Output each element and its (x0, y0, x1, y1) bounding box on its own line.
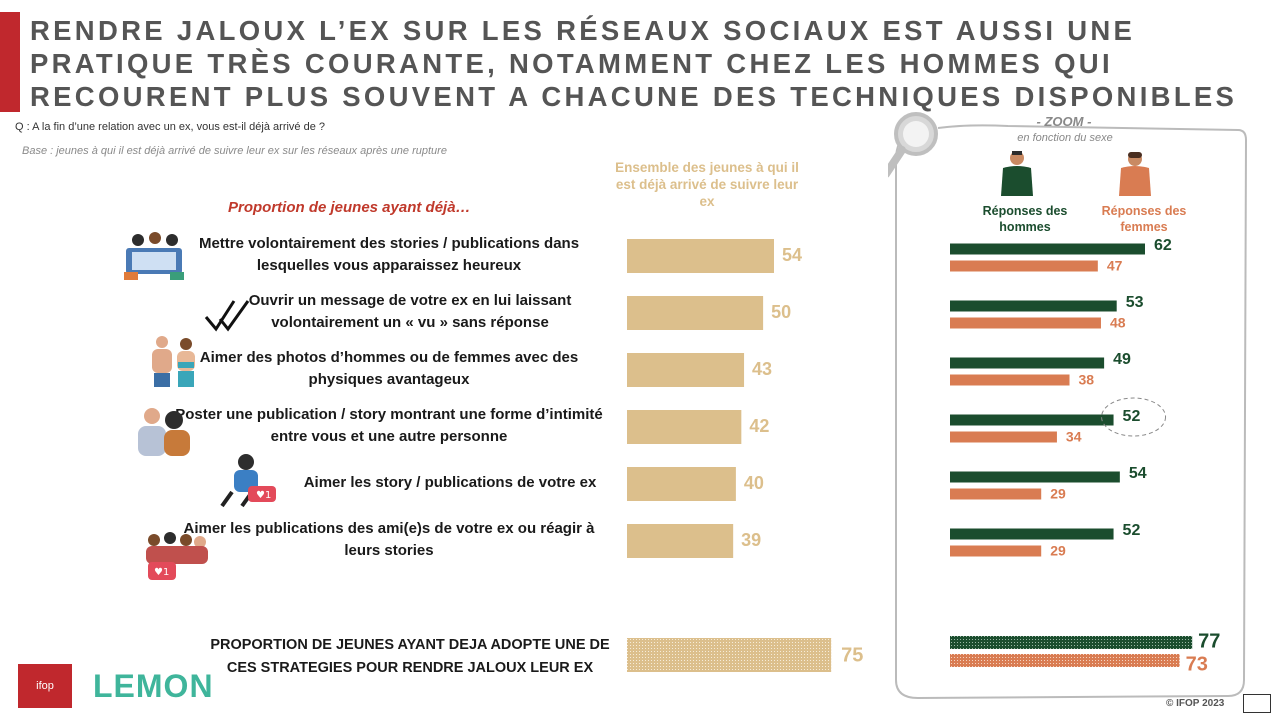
overall-bar (627, 467, 736, 501)
men-bar (950, 243, 1145, 255)
copyright: © IFOP 2023 (1166, 698, 1225, 709)
overall-value-label: 54 (782, 245, 802, 265)
men-bar (950, 471, 1120, 483)
overall-bar (627, 353, 745, 387)
page-number-box (1243, 694, 1271, 713)
overall-value-label: 50 (771, 302, 791, 322)
category-label: Ouvrir un message de votre ex en lui lai… (248, 292, 572, 331)
women-value-label: 29 (1050, 486, 1066, 502)
couple-intimacy-illustration (138, 408, 190, 456)
women-value-label: 34 (1066, 429, 1082, 445)
heart-notification-illustration: ♥1 (220, 454, 276, 508)
category-label: Aimer les publications des ami(e)s de vo… (183, 520, 595, 559)
men-total-bar (950, 636, 1193, 649)
women-bar (950, 431, 1057, 443)
question-text: Q : A la fin d’une relation avec un ex, … (15, 121, 326, 133)
category-label: Mettre volontairement des stories / publ… (198, 235, 580, 274)
men-value-label: 54 (1129, 465, 1147, 482)
men-value-label: 62 (1154, 237, 1172, 254)
total-label: PROPORTION DE JEUNES AYANT DEJA ADOPTE U… (210, 637, 610, 676)
friends-group-illustration: ♥1 (146, 532, 208, 580)
men-total-label: 77 (1198, 630, 1220, 652)
section-heading: Proportion de jeunes ayant déjà… (228, 199, 471, 216)
base-note: Base : jeunes à qui il est déjà arrivé d… (22, 145, 447, 157)
man-icon (1001, 151, 1033, 196)
category-label: Aimer des photos d’hommes ou de femmes a… (199, 349, 579, 388)
page-title: RENDRE JALOUX L’EX SUR LES RÉSEAUX SOCIA… (30, 15, 1238, 112)
accent-bar (0, 12, 20, 112)
overall-bar (627, 239, 774, 273)
men-column-label: Réponses des hommes (982, 204, 1068, 234)
overall-value-label: 39 (741, 530, 761, 550)
check-marks-icon (204, 300, 250, 332)
magnifier-icon (888, 112, 938, 178)
overall-bar (627, 296, 764, 330)
women-bar (950, 317, 1101, 329)
athletic-people-illustration (152, 336, 195, 387)
woman-icon (1119, 152, 1151, 196)
women-bar (950, 374, 1070, 386)
women-total-bar (950, 654, 1180, 667)
men-value-label: 49 (1113, 351, 1131, 368)
highlight-circle (1101, 397, 1167, 437)
overall-value-label: 43 (752, 359, 772, 379)
overall-bar (627, 410, 742, 444)
men-bar (950, 414, 1114, 426)
overall-column-header: Ensemble des jeunes à qui il est déjà ar… (615, 160, 799, 209)
women-bar (950, 260, 1098, 272)
men-value-label: 53 (1126, 294, 1144, 311)
overall-total-label: 75 (841, 644, 863, 666)
men-value-label: 52 (1123, 408, 1141, 425)
women-bar (950, 545, 1042, 557)
women-value-label: 38 (1079, 372, 1095, 388)
svg-text:♥1: ♥1 (154, 567, 169, 578)
category-label: Aimer les story / publications de votre … (303, 474, 597, 491)
women-value-label: 29 (1050, 543, 1066, 559)
category-label: Poster une publication / story montrant … (175, 406, 603, 445)
men-bar (950, 357, 1105, 369)
overall-bar (627, 524, 734, 558)
women-total-label: 73 (1186, 653, 1208, 675)
women-column-label: Réponses des femmes (1101, 204, 1187, 234)
men-bar (950, 300, 1117, 312)
ifop-logo: ifop (18, 664, 72, 708)
women-bar (950, 488, 1042, 500)
zoom-title: - ZOOM - (1036, 114, 1092, 129)
men-bar (950, 528, 1114, 540)
men-value-label: 52 (1123, 522, 1141, 539)
overall-value-label: 40 (744, 473, 764, 493)
happy-friends-illustration (124, 232, 184, 280)
women-value-label: 47 (1107, 258, 1123, 274)
svg-text:♥1: ♥1 (256, 490, 271, 501)
overall-total-bar (627, 638, 832, 672)
zoom-subtitle: en fonction du sexe (1017, 132, 1113, 144)
women-value-label: 48 (1110, 315, 1126, 331)
overall-value-label: 42 (749, 416, 769, 436)
lemon-logo: LEMON (93, 668, 214, 704)
zoom-panel (888, 112, 1248, 700)
